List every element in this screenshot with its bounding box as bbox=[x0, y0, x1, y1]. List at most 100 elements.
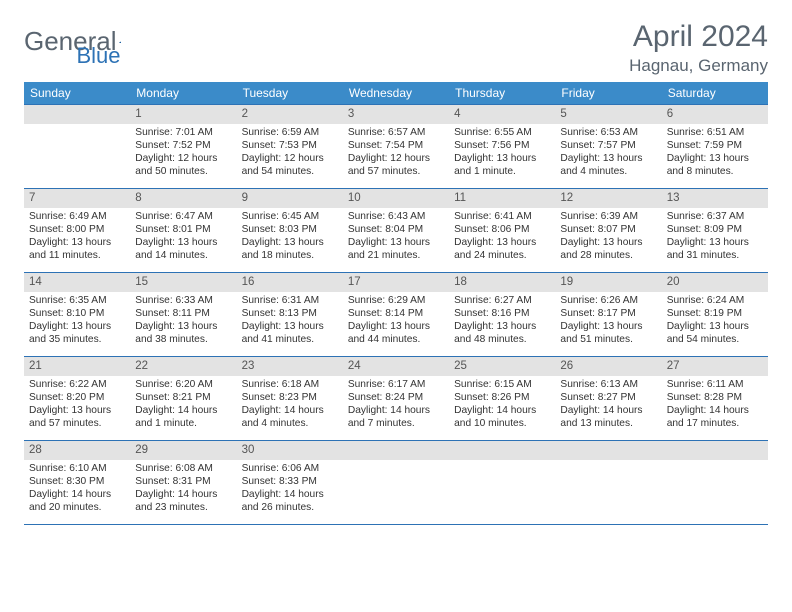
day-line: and 21 minutes. bbox=[348, 249, 444, 262]
day-line: Daylight: 13 hours bbox=[454, 152, 550, 165]
day-line: Sunrise: 6:13 AM bbox=[560, 378, 656, 391]
day-line: Sunrise: 6:37 AM bbox=[667, 210, 763, 223]
day-content bbox=[24, 124, 130, 128]
day-content: Sunrise: 6:15 AMSunset: 8:26 PMDaylight:… bbox=[449, 376, 555, 432]
day-line: Sunset: 8:04 PM bbox=[348, 223, 444, 236]
day-content: Sunrise: 6:26 AMSunset: 8:17 PMDaylight:… bbox=[555, 292, 661, 348]
page-title: April 2024 bbox=[629, 20, 768, 54]
day-line: and 4 minutes. bbox=[560, 165, 656, 178]
day-line: and 13 minutes. bbox=[560, 417, 656, 430]
day-content: Sunrise: 6:43 AMSunset: 8:04 PMDaylight:… bbox=[343, 208, 449, 264]
day-number: 14 bbox=[24, 273, 130, 292]
calendar-day-cell: 11Sunrise: 6:41 AMSunset: 8:06 PMDayligh… bbox=[449, 189, 555, 273]
day-content bbox=[555, 460, 661, 464]
calendar-day-cell: 28Sunrise: 6:10 AMSunset: 8:30 PMDayligh… bbox=[24, 441, 130, 525]
day-number bbox=[24, 105, 130, 124]
day-number: 17 bbox=[343, 273, 449, 292]
calendar-day-cell: 22Sunrise: 6:20 AMSunset: 8:21 PMDayligh… bbox=[130, 357, 236, 441]
day-line: Sunrise: 6:51 AM bbox=[667, 126, 763, 139]
title-block: April 2024 Hagnau, Germany bbox=[629, 20, 768, 76]
day-number: 24 bbox=[343, 357, 449, 376]
day-line: Sunset: 8:27 PM bbox=[560, 391, 656, 404]
calendar-day-cell: 20Sunrise: 6:24 AMSunset: 8:19 PMDayligh… bbox=[662, 273, 768, 357]
calendar-day-cell: 8Sunrise: 6:47 AMSunset: 8:01 PMDaylight… bbox=[130, 189, 236, 273]
day-content: Sunrise: 6:33 AMSunset: 8:11 PMDaylight:… bbox=[130, 292, 236, 348]
day-line: Sunset: 8:06 PM bbox=[454, 223, 550, 236]
day-line: and 17 minutes. bbox=[667, 417, 763, 430]
calendar-table: SundayMondayTuesdayWednesdayThursdayFrid… bbox=[24, 82, 768, 525]
calendar-day-cell: 3Sunrise: 6:57 AMSunset: 7:54 PMDaylight… bbox=[343, 105, 449, 189]
day-number: 25 bbox=[449, 357, 555, 376]
day-number: 9 bbox=[237, 189, 343, 208]
day-number: 28 bbox=[24, 441, 130, 460]
day-line: Sunset: 8:03 PM bbox=[242, 223, 338, 236]
day-line: Sunrise: 6:06 AM bbox=[242, 462, 338, 475]
calendar-day-cell: 30Sunrise: 6:06 AMSunset: 8:33 PMDayligh… bbox=[237, 441, 343, 525]
day-line: Daylight: 13 hours bbox=[135, 236, 231, 249]
day-line: and 24 minutes. bbox=[454, 249, 550, 262]
day-content: Sunrise: 6:10 AMSunset: 8:30 PMDaylight:… bbox=[24, 460, 130, 516]
day-number: 5 bbox=[555, 105, 661, 124]
day-line: Daylight: 12 hours bbox=[135, 152, 231, 165]
day-line: and 31 minutes. bbox=[667, 249, 763, 262]
day-line: Daylight: 12 hours bbox=[348, 152, 444, 165]
day-content: Sunrise: 6:41 AMSunset: 8:06 PMDaylight:… bbox=[449, 208, 555, 264]
day-line: Daylight: 14 hours bbox=[242, 404, 338, 417]
day-line: Daylight: 13 hours bbox=[242, 320, 338, 333]
day-line: and 51 minutes. bbox=[560, 333, 656, 346]
calendar-day-cell: 12Sunrise: 6:39 AMSunset: 8:07 PMDayligh… bbox=[555, 189, 661, 273]
day-line: and 41 minutes. bbox=[242, 333, 338, 346]
day-line: Sunset: 8:14 PM bbox=[348, 307, 444, 320]
day-number: 26 bbox=[555, 357, 661, 376]
day-line: Daylight: 13 hours bbox=[667, 320, 763, 333]
calendar-col-header: Saturday bbox=[662, 82, 768, 105]
calendar-day-cell: 26 Sunrise: 6:13 AMSunset: 8:27 PMDayligh… bbox=[555, 357, 661, 441]
day-line: and 50 minutes. bbox=[135, 165, 231, 178]
day-line: Sunrise: 6:20 AM bbox=[135, 378, 231, 391]
day-line: Sunrise: 6:31 AM bbox=[242, 294, 338, 307]
day-content: Sunrise: 6:18 AMSunset: 8:23 PMDaylight:… bbox=[237, 376, 343, 432]
calendar-day-cell: 21Sunrise: 6:22 AMSunset: 8:20 PMDayligh… bbox=[24, 357, 130, 441]
calendar-day-cell: 23Sunrise: 6:18 AMSunset: 8:23 PMDayligh… bbox=[237, 357, 343, 441]
calendar-day-cell bbox=[449, 441, 555, 525]
day-line: Sunset: 8:11 PM bbox=[135, 307, 231, 320]
day-line: Sunset: 8:23 PM bbox=[242, 391, 338, 404]
day-line: Sunset: 8:31 PM bbox=[135, 475, 231, 488]
day-content bbox=[662, 460, 768, 464]
day-line: and 57 minutes. bbox=[348, 165, 444, 178]
day-content: Sunrise: 6:24 AMSunset: 8:19 PMDaylight:… bbox=[662, 292, 768, 348]
day-line: Daylight: 14 hours bbox=[454, 404, 550, 417]
day-line: Daylight: 13 hours bbox=[667, 152, 763, 165]
day-line: Sunset: 7:57 PM bbox=[560, 139, 656, 152]
day-number: 30 bbox=[237, 441, 343, 460]
calendar-day-cell bbox=[343, 441, 449, 525]
day-line: Sunset: 7:52 PM bbox=[135, 139, 231, 152]
day-number: 20 bbox=[662, 273, 768, 292]
day-line: Sunset: 7:56 PM bbox=[454, 139, 550, 152]
calendar-day-cell: 18Sunrise: 6:27 AMSunset: 8:16 PMDayligh… bbox=[449, 273, 555, 357]
day-line: and 14 minutes. bbox=[135, 249, 231, 262]
day-number: 1 bbox=[130, 105, 236, 124]
day-line: and 1 minute. bbox=[454, 165, 550, 178]
calendar-header-row: SundayMondayTuesdayWednesdayThursdayFrid… bbox=[24, 82, 768, 105]
day-line: Sunrise: 6:10 AM bbox=[29, 462, 125, 475]
day-line: Sunrise: 6:15 AM bbox=[454, 378, 550, 391]
calendar-day-cell: 19Sunrise: 6:26 AMSunset: 8:17 PMDayligh… bbox=[555, 273, 661, 357]
calendar-day-cell: 4Sunrise: 6:55 AMSunset: 7:56 PMDaylight… bbox=[449, 105, 555, 189]
calendar-day-cell: 15Sunrise: 6:33 AMSunset: 8:11 PMDayligh… bbox=[130, 273, 236, 357]
day-line: Daylight: 13 hours bbox=[348, 320, 444, 333]
day-line: Sunrise: 6:33 AM bbox=[135, 294, 231, 307]
day-line: and 23 minutes. bbox=[135, 501, 231, 514]
day-line: Daylight: 14 hours bbox=[560, 404, 656, 417]
calendar-day-cell: 7Sunrise: 6:49 AMSunset: 8:00 PMDaylight… bbox=[24, 189, 130, 273]
day-line: Sunset: 8:13 PM bbox=[242, 307, 338, 320]
day-line: Daylight: 13 hours bbox=[560, 152, 656, 165]
day-line: Daylight: 12 hours bbox=[242, 152, 338, 165]
day-number bbox=[662, 441, 768, 460]
day-line: Sunrise: 6:22 AM bbox=[29, 378, 125, 391]
calendar-day-cell: 10Sunrise: 6:43 AMSunset: 8:04 PMDayligh… bbox=[343, 189, 449, 273]
day-content: Sunrise: 6:17 AMSunset: 8:24 PMDaylight:… bbox=[343, 376, 449, 432]
day-line: Sunrise: 6:17 AM bbox=[348, 378, 444, 391]
day-content: Sunrise: 6:31 AMSunset: 8:13 PMDaylight:… bbox=[237, 292, 343, 348]
day-line: Sunrise: 6:24 AM bbox=[667, 294, 763, 307]
